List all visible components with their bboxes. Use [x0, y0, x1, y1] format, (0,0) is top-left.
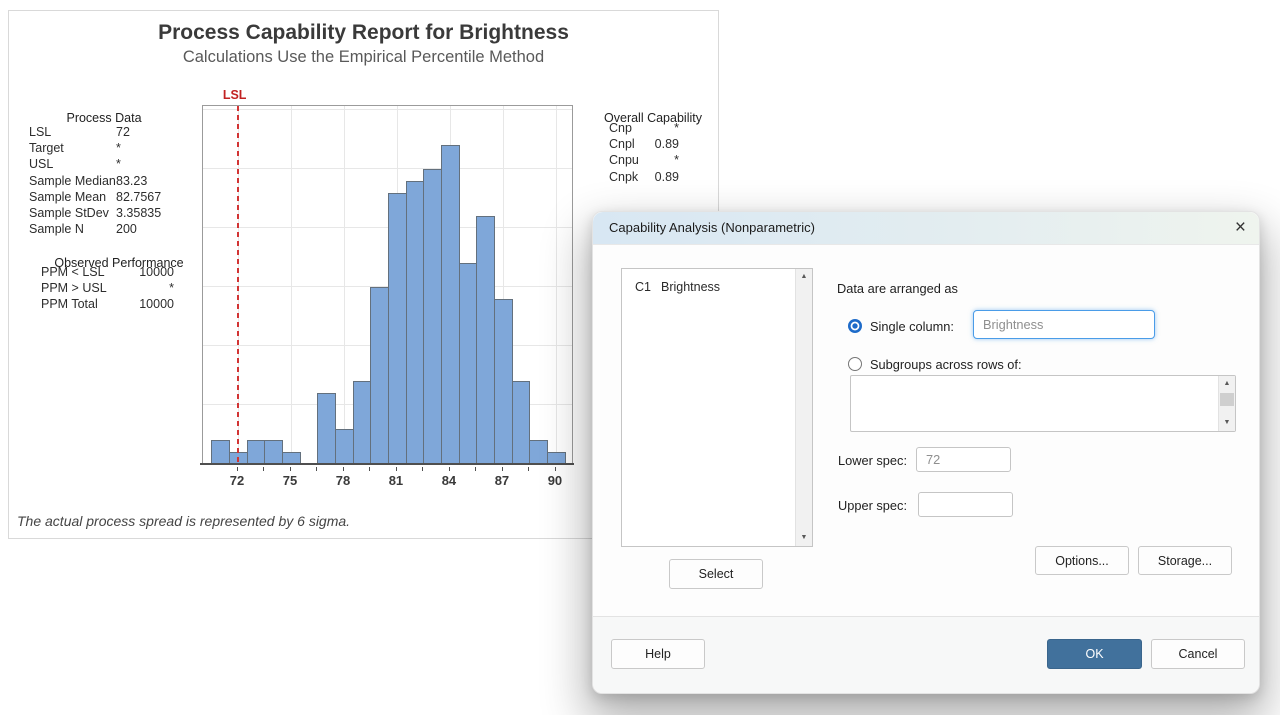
histogram-bar — [512, 381, 531, 464]
table-row: Sample StDev3.35835 — [29, 205, 179, 221]
histogram-bar — [370, 287, 389, 464]
lsl-label: LSL — [223, 88, 247, 102]
single-column-radio[interactable] — [848, 319, 862, 333]
scroll-up-icon[interactable]: ▲ — [796, 269, 812, 285]
histogram-plot — [202, 105, 573, 464]
histogram-bar — [317, 393, 336, 464]
histogram-bar — [476, 216, 495, 464]
single-column-label: Single column: — [870, 319, 954, 334]
histogram-bar — [494, 299, 513, 464]
report-footnote: The actual process spread is represented… — [17, 513, 350, 529]
column-listbox[interactable]: C1Brightness ▲ ▼ — [621, 268, 813, 547]
table-row: Cnp* — [609, 120, 679, 136]
histogram-bar — [529, 440, 548, 464]
column-name: Brightness — [661, 280, 720, 294]
x-tick-label: 87 — [495, 473, 509, 488]
upper-spec-input[interactable] — [918, 492, 1013, 517]
table-row: PPM Total10000 — [41, 296, 174, 312]
upper-spec-label: Upper spec: — [838, 498, 907, 513]
observed-performance-table: PPM < LSL10000PPM > USL*PPM Total10000 — [41, 264, 174, 313]
dialog-titlebar[interactable]: Capability Analysis (Nonparametric) × — [593, 212, 1259, 245]
cancel-button[interactable]: Cancel — [1151, 639, 1245, 669]
histogram-bar — [459, 263, 478, 464]
histogram-bar — [211, 440, 230, 464]
histogram-bar — [423, 169, 442, 464]
help-button[interactable]: Help — [611, 639, 705, 669]
report-subtitle: Calculations Use the Empirical Percentil… — [9, 48, 718, 67]
arranged-label: Data are arranged as — [837, 281, 958, 296]
subgroups-label: Subgroups across rows of: — [870, 357, 1022, 372]
subgroups-input[interactable]: ▲ ▼ — [850, 375, 1236, 432]
x-tick-label: 78 — [336, 473, 350, 488]
close-icon[interactable]: × — [1235, 218, 1246, 238]
subgroups-radio[interactable] — [848, 357, 862, 371]
histogram-bar — [264, 440, 283, 464]
table-row: Sample Mean82.7567 — [29, 189, 179, 205]
listbox-scrollbar[interactable]: ▲ ▼ — [795, 269, 812, 546]
overall-capability-table: Cnp*Cnpl0.89Cnpu*Cnpk0.89 — [609, 120, 679, 185]
x-tick-label: 72 — [230, 473, 244, 488]
process-data-table: LSL72Target*USL*Sample Median83.23Sample… — [29, 124, 179, 237]
histogram-bar — [247, 440, 266, 464]
table-row: PPM < LSL10000 — [41, 264, 174, 280]
scroll-up-icon[interactable]: ▲ — [1219, 376, 1235, 392]
x-tick-label: 81 — [389, 473, 403, 488]
storage-button[interactable]: Storage... — [1138, 546, 1232, 575]
list-item[interactable]: C1Brightness — [635, 280, 720, 294]
table-row: Sample N200 — [29, 221, 179, 237]
x-axis-line — [200, 463, 574, 465]
dialog-footer: Help OK Cancel — [593, 616, 1259, 693]
column-id: C1 — [635, 280, 661, 294]
select-button[interactable]: Select — [669, 559, 763, 589]
table-row: Target* — [29, 140, 179, 156]
histogram-bar — [441, 145, 460, 464]
lsl-line — [237, 106, 239, 464]
ok-button[interactable]: OK — [1047, 639, 1142, 669]
table-row: PPM > USL* — [41, 280, 174, 296]
histogram-bar — [335, 429, 354, 464]
table-row: Cnpl0.89 — [609, 136, 679, 152]
x-tick-label: 75 — [283, 473, 297, 488]
table-row: Sample Median83.23 — [29, 173, 179, 189]
x-tick-label: 84 — [442, 473, 456, 488]
histogram-bar — [353, 381, 372, 464]
lower-spec-input[interactable] — [916, 447, 1011, 472]
table-row: Cnpk0.89 — [609, 169, 679, 185]
scroll-down-icon[interactable]: ▼ — [796, 530, 812, 546]
process-data-header: Process Data — [29, 111, 179, 125]
subgroups-scrollbar[interactable]: ▲ ▼ — [1218, 376, 1235, 431]
table-row: LSL72 — [29, 124, 179, 140]
scroll-down-icon[interactable]: ▼ — [1219, 415, 1235, 431]
table-row: USL* — [29, 156, 179, 172]
histogram-bar — [388, 193, 407, 464]
report-title: Process Capability Report for Brightness — [9, 21, 718, 45]
capability-analysis-dialog: Capability Analysis (Nonparametric) × C1… — [592, 211, 1260, 694]
single-column-input[interactable] — [973, 310, 1155, 339]
options-button[interactable]: Options... — [1035, 546, 1129, 575]
x-tick-label: 90 — [548, 473, 562, 488]
dialog-title: Capability Analysis (Nonparametric) — [609, 212, 815, 244]
table-row: Cnpu* — [609, 152, 679, 168]
lower-spec-label: Lower spec: — [838, 453, 907, 468]
scrollbar-thumb[interactable] — [1220, 393, 1234, 406]
histogram-bar — [406, 181, 425, 464]
